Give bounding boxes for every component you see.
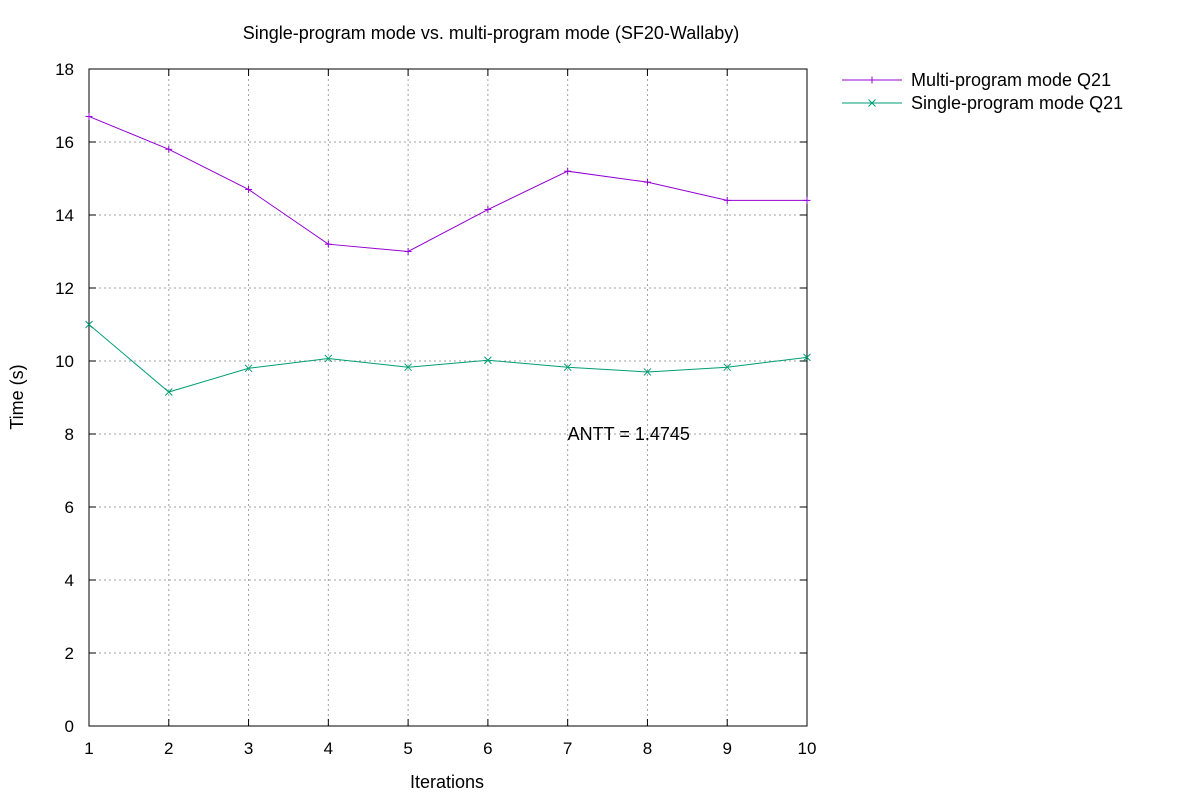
grid bbox=[89, 69, 807, 726]
y-tick-label: 12 bbox=[55, 279, 74, 298]
data-point bbox=[324, 354, 333, 363]
data-point bbox=[643, 178, 651, 186]
data-point bbox=[564, 167, 572, 175]
y-axis: 0 2 4 6 8 10 12 14 16 18 bbox=[55, 60, 807, 736]
data-point bbox=[244, 364, 253, 373]
y-tick-label: 8 bbox=[65, 425, 74, 444]
legend-label-2: Single-program mode Q21 bbox=[911, 93, 1123, 113]
series-line-2 bbox=[88, 324, 808, 393]
data-point bbox=[85, 112, 93, 120]
annotation-label: ANTT = 1.4745 bbox=[568, 424, 690, 444]
series-layer bbox=[85, 112, 811, 396]
y-tick-label: 10 bbox=[55, 352, 74, 371]
legend-label-1: Multi-program mode Q21 bbox=[911, 70, 1111, 90]
data-point bbox=[643, 368, 652, 376]
data-point bbox=[165, 145, 173, 153]
y-tick-label: 18 bbox=[55, 60, 74, 79]
data-point bbox=[563, 363, 572, 372]
chart-title: Single-program mode vs. multi-program mo… bbox=[243, 23, 740, 43]
x-tick-label: 10 bbox=[798, 739, 817, 758]
x-tick-label: 5 bbox=[403, 739, 412, 758]
y-tick-label: 4 bbox=[65, 571, 74, 590]
data-point bbox=[85, 320, 93, 329]
x-tick-label: 1 bbox=[84, 739, 93, 758]
y-tick-label: 2 bbox=[65, 644, 74, 663]
data-point bbox=[164, 388, 173, 396]
annotations: ANTT = 1.4745 bbox=[568, 424, 690, 444]
x-tick-label: 9 bbox=[722, 739, 731, 758]
y-axis-label: Time (s) bbox=[7, 364, 27, 429]
legend: Multi-program mode Q21 Single-program mod… bbox=[842, 70, 1123, 113]
y-tick-label: 16 bbox=[55, 133, 74, 152]
y-tick-label: 0 bbox=[65, 717, 74, 736]
data-point bbox=[803, 353, 811, 362]
legend-marker-1 bbox=[868, 76, 876, 84]
x-tick-label: 8 bbox=[643, 739, 652, 758]
data-point bbox=[723, 196, 731, 204]
data-point bbox=[324, 240, 332, 248]
x-tick-label: 3 bbox=[244, 739, 253, 758]
data-point bbox=[484, 356, 492, 365]
x-axis: 1 2 3 4 5 6 7 8 9 10 bbox=[84, 69, 816, 758]
data-point bbox=[245, 185, 253, 193]
data-point bbox=[404, 248, 412, 255]
x-axis-label: Iterations bbox=[410, 772, 484, 792]
x-tick-label: 2 bbox=[164, 739, 173, 758]
legend-marker-2 bbox=[868, 99, 876, 107]
x-tick-label: 6 bbox=[483, 739, 492, 758]
plot-frame bbox=[88, 68, 808, 727]
y-tick-label: 6 bbox=[65, 498, 74, 517]
series-line-1 bbox=[88, 115, 807, 253]
data-point bbox=[723, 363, 732, 372]
x-tick-label: 7 bbox=[563, 739, 572, 758]
x-tick-label: 4 bbox=[324, 739, 333, 758]
data-point bbox=[484, 206, 492, 214]
y-tick-label: 14 bbox=[55, 206, 74, 225]
data-point bbox=[803, 196, 811, 204]
data-point bbox=[404, 363, 412, 372]
